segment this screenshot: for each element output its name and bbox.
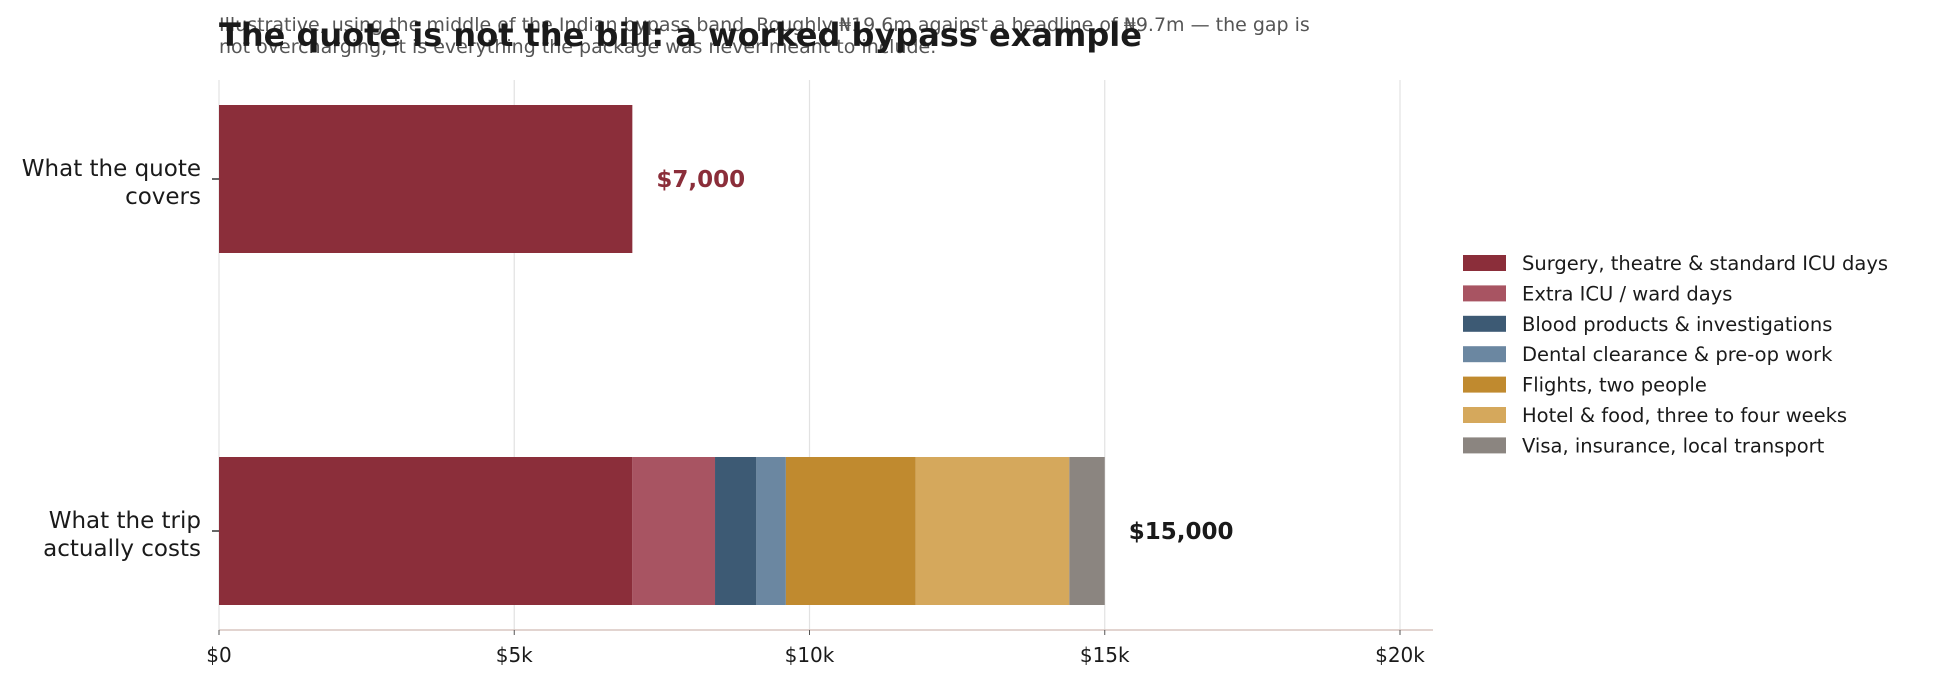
subtitle-line: not overcharging, it is everything the p… — [219, 36, 936, 58]
legend: Surgery, theatre & standard ICU days Extr… — [1463, 252, 1888, 457]
total-value-label: $7,000 — [656, 167, 745, 193]
category-label: What the quote covers — [22, 156, 201, 210]
legend-swatch — [1463, 437, 1506, 454]
chart-subtitle: Illustrative, using the middle of the In… — [219, 14, 1310, 58]
bar-segments — [219, 105, 1105, 605]
legend-label: Dental clearance & pre-op work — [1522, 343, 1833, 366]
bar-segment — [785, 457, 916, 605]
bar-segment — [219, 105, 633, 253]
legend-swatch — [1463, 346, 1506, 363]
legend-label: Blood products & investigations — [1522, 313, 1832, 336]
category-label: What the trip actually costs — [43, 508, 201, 562]
x-tick-label: $5k — [496, 643, 533, 667]
legend-label: Hotel & food, three to four weeks — [1522, 404, 1847, 427]
legend-label: Surgery, theatre & standard ICU days — [1522, 252, 1888, 275]
legend-label: Flights, two people — [1522, 374, 1707, 397]
bar-segment — [915, 457, 1070, 605]
axes: $0 $5k $10k $15k $20k What the quote covers Wha… — [22, 156, 1433, 667]
legend-swatch — [1463, 407, 1506, 423]
bar-segment — [219, 457, 633, 605]
legend-swatch — [1463, 376, 1506, 393]
x-tick-label: $20k — [1375, 643, 1425, 667]
legend-label: Visa, insurance, local transport — [1522, 434, 1825, 457]
bar-segment — [632, 457, 716, 605]
bar-segment — [1069, 457, 1105, 605]
x-tick-label: $0 — [206, 643, 231, 667]
bar-segment — [756, 457, 786, 605]
legend-swatch — [1463, 285, 1506, 302]
chart-title: The quote is not the bill: a worked bypa… — [219, 16, 1142, 54]
bar-totals: $7,000 $15,000 — [656, 167, 1233, 545]
total-value-label: $15,000 — [1129, 519, 1234, 545]
x-tick-label: $10k — [785, 643, 835, 667]
x-tick-label: $15k — [1080, 643, 1130, 667]
legend-swatch — [1463, 255, 1506, 271]
bar-segment — [715, 457, 757, 605]
chart-header: Illustrative, using the middle of the In… — [219, 14, 1310, 58]
legend-label: Extra ICU / ward days — [1522, 282, 1732, 305]
subtitle-line: Illustrative, using the middle of the In… — [219, 14, 1310, 36]
legend-swatch — [1463, 315, 1506, 332]
